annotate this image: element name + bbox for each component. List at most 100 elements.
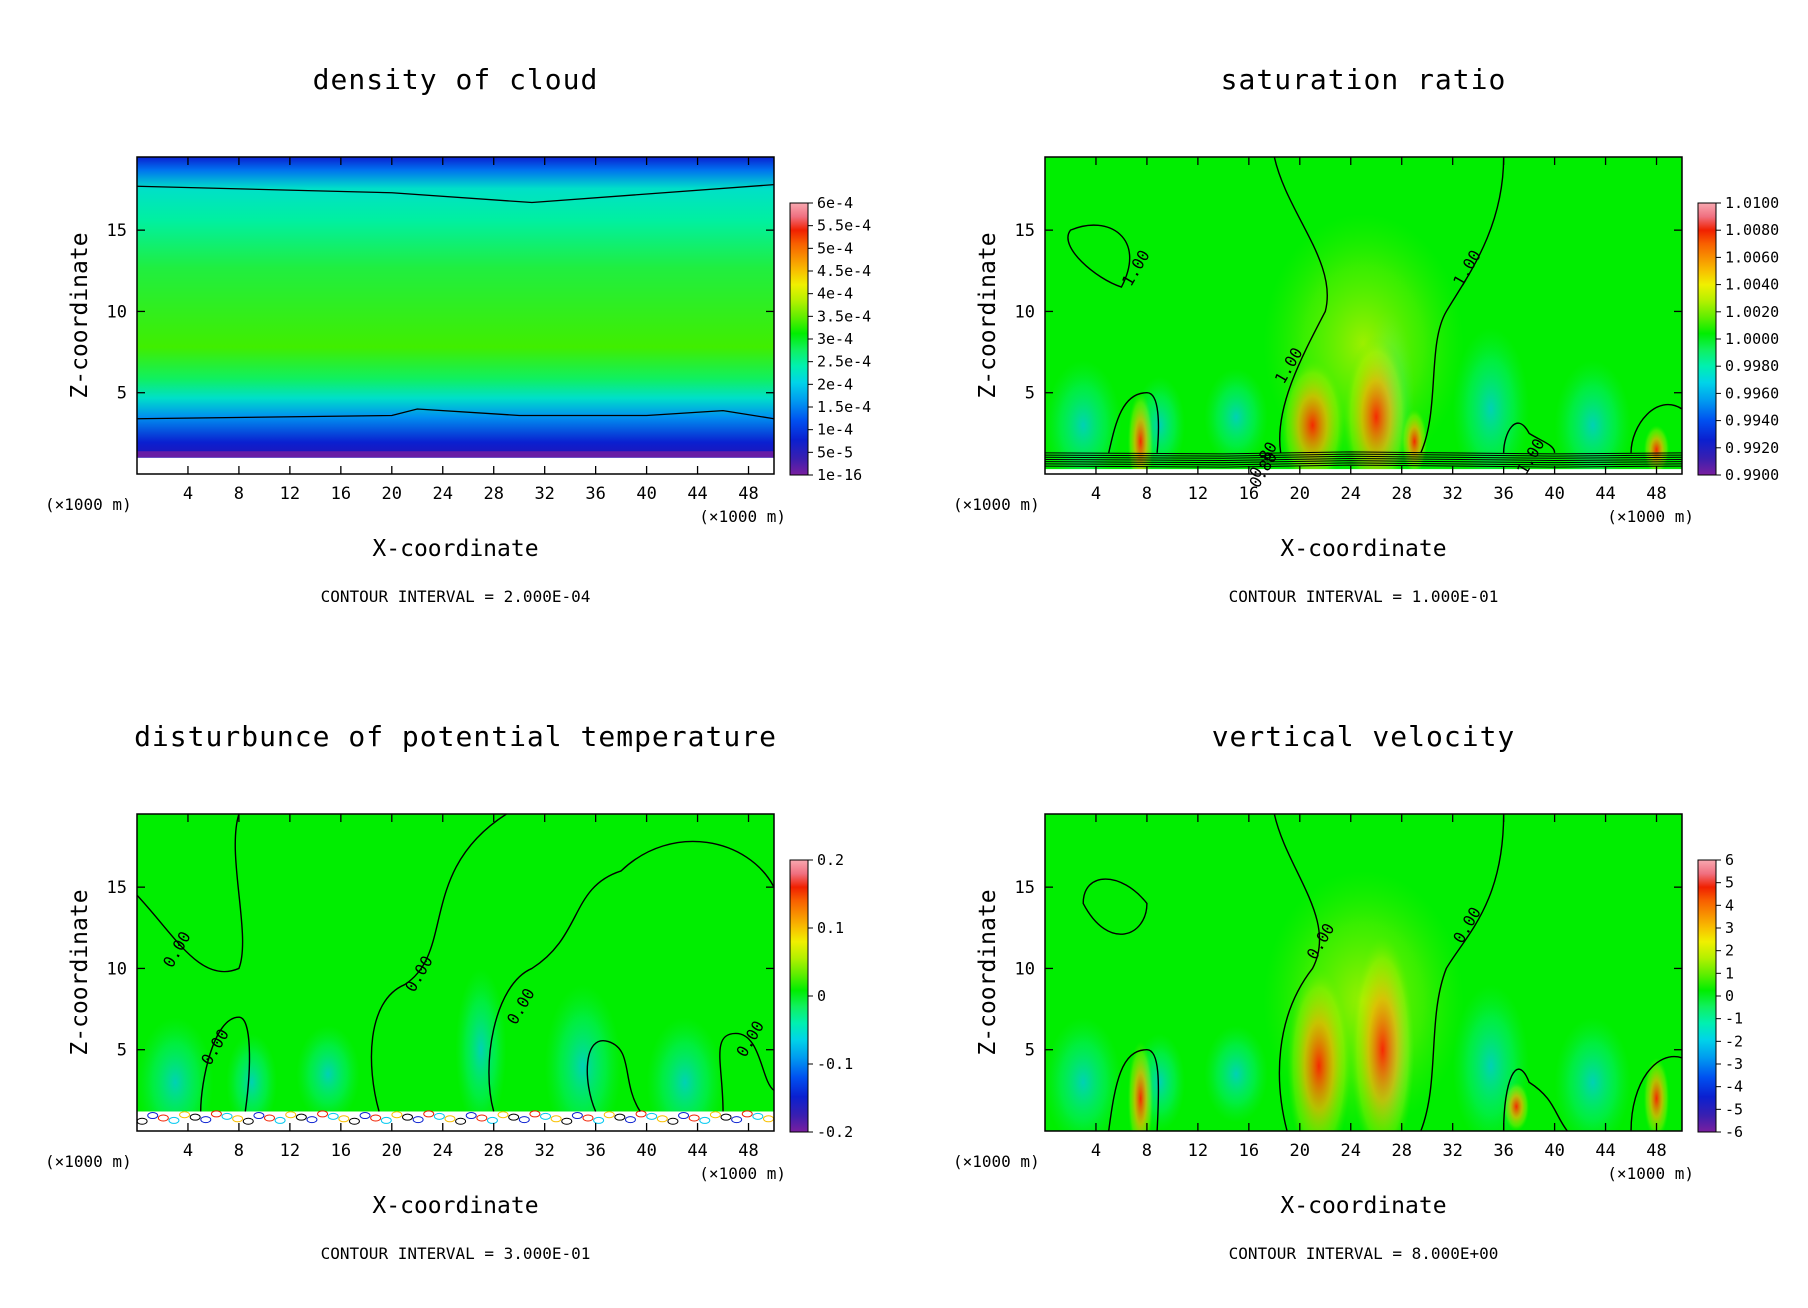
contour-line bbox=[1045, 451, 1682, 455]
contour-line bbox=[1420, 157, 1505, 454]
contour-line bbox=[1082, 878, 1148, 935]
colorbar-label: 4e-4 bbox=[817, 285, 853, 303]
no-data-band bbox=[137, 457, 774, 474]
noise-contour bbox=[433, 1112, 445, 1120]
noise-contour bbox=[614, 1113, 626, 1121]
noise-contour bbox=[242, 1117, 254, 1125]
x-tick-label: 20 bbox=[1290, 484, 1310, 504]
noise-contour bbox=[168, 1116, 180, 1124]
cool-patch bbox=[544, 984, 622, 1131]
colorbar bbox=[1697, 202, 1717, 476]
colorbar-label: 1.0060 bbox=[1725, 248, 1779, 266]
y-unit-label: (×1000 m) bbox=[45, 495, 132, 514]
noise-contour bbox=[295, 1113, 307, 1121]
noise-contour bbox=[540, 1112, 552, 1120]
noise-contour bbox=[508, 1113, 520, 1121]
contour-line bbox=[1045, 462, 1682, 466]
x-tick-label: 48 bbox=[738, 484, 758, 504]
colorbar-label: 0.9960 bbox=[1725, 384, 1779, 402]
y-tick-label: 15 bbox=[107, 221, 127, 241]
chart-title: density of cloud bbox=[313, 63, 599, 96]
colorbar-label: 4 bbox=[1725, 896, 1734, 914]
noise-contour bbox=[635, 1110, 647, 1118]
y-tick-label: 5 bbox=[117, 1041, 127, 1061]
colorbar-label: 5.5e-4 bbox=[817, 217, 871, 235]
cool-patch bbox=[646, 1017, 724, 1131]
contour-interval: CONTOUR INTERVAL = 2.000E-04 bbox=[321, 587, 591, 606]
noise-contour bbox=[423, 1110, 435, 1118]
contour-line bbox=[200, 1016, 251, 1112]
contour-line bbox=[1420, 814, 1505, 1131]
x-tick-label: 44 bbox=[687, 484, 707, 504]
noise-contour bbox=[741, 1110, 753, 1118]
noise-contour bbox=[582, 1114, 594, 1122]
y-tick-label: 5 bbox=[117, 384, 127, 404]
x-tick-label: 4 bbox=[1091, 484, 1101, 504]
x-tick-label: 12 bbox=[1188, 1141, 1208, 1161]
cool-patch bbox=[137, 1017, 214, 1131]
noise-contour bbox=[370, 1114, 382, 1122]
noise-contour bbox=[157, 1114, 169, 1122]
noise-contour bbox=[455, 1117, 467, 1125]
heatmap-field bbox=[137, 814, 774, 1131]
x-tick-label: 20 bbox=[1290, 1141, 1310, 1161]
x-tick-label: 24 bbox=[1341, 484, 1361, 504]
colorbar-label: 1 bbox=[1725, 964, 1734, 982]
y-axis-label: Z-coordinate bbox=[67, 232, 93, 398]
colorbar-label: 3e-4 bbox=[817, 330, 853, 348]
contour-line bbox=[1273, 814, 1321, 1131]
warm-patch bbox=[1280, 360, 1345, 474]
y-tick-label: 10 bbox=[1015, 302, 1035, 322]
x-tick-label: 24 bbox=[433, 484, 453, 504]
y-tick-label: 15 bbox=[1015, 221, 1035, 241]
cool-patch bbox=[455, 968, 507, 1131]
cool-patch bbox=[226, 1033, 278, 1131]
x-tick-label: 4 bbox=[1091, 1141, 1101, 1161]
colorbar-label: 0.2 bbox=[817, 851, 844, 869]
chart-title: saturation ratio bbox=[1221, 63, 1507, 96]
x-tick-label: 12 bbox=[1188, 484, 1208, 504]
x-tick-label: 28 bbox=[1391, 484, 1411, 504]
cool-patch bbox=[1204, 1025, 1268, 1123]
noise-contour bbox=[465, 1112, 477, 1120]
noise-contour bbox=[678, 1112, 690, 1120]
colorbar-label: -0.1 bbox=[817, 1055, 853, 1073]
y-unit-label: (×1000 m) bbox=[953, 495, 1040, 514]
x-axis-label: X-coordinate bbox=[372, 536, 538, 562]
y-axis-label: Z-coordinate bbox=[975, 232, 1001, 398]
x-tick-label: 32 bbox=[1442, 1141, 1462, 1161]
x-tick-label: 28 bbox=[483, 484, 503, 504]
contour-line bbox=[488, 840, 774, 1112]
noise-contour bbox=[699, 1116, 711, 1124]
colorbar-label: 0.9940 bbox=[1725, 412, 1779, 430]
colorbar-label: 1e-16 bbox=[817, 466, 862, 484]
heatmap-field bbox=[1045, 814, 1682, 1131]
contour-line bbox=[1108, 392, 1160, 454]
noise-contour bbox=[529, 1110, 541, 1118]
warm-patch bbox=[1503, 1082, 1530, 1131]
heatmap-field bbox=[1045, 157, 1682, 474]
colorbar-label: -0.2 bbox=[817, 1123, 853, 1141]
x-tick-label: 36 bbox=[1493, 1141, 1513, 1161]
warm-patch bbox=[1401, 408, 1428, 474]
x-unit-label: (×1000 m) bbox=[1607, 507, 1694, 526]
contour-line bbox=[137, 408, 774, 420]
x-tick-label: 24 bbox=[433, 1141, 453, 1161]
colorbar-label: 6 bbox=[1725, 851, 1734, 869]
noise-contour bbox=[348, 1117, 360, 1125]
y-tick-label: 10 bbox=[107, 959, 127, 979]
colorbar-label: 1.5e-4 bbox=[817, 398, 871, 416]
noise-contour bbox=[391, 1111, 403, 1119]
noise-contour bbox=[688, 1114, 700, 1122]
cool-patch bbox=[296, 1025, 360, 1123]
contour-line bbox=[1045, 453, 1682, 457]
y-unit-label: (×1000 m) bbox=[953, 1152, 1040, 1171]
y-tick-label: 5 bbox=[1025, 384, 1035, 404]
cool-patch bbox=[1045, 1017, 1122, 1131]
colorbar-label: -6 bbox=[1725, 1123, 1743, 1141]
colorbar-label: 0 bbox=[1725, 987, 1734, 1005]
noise-contour bbox=[667, 1117, 679, 1125]
colorbar-label: 1.0020 bbox=[1725, 303, 1779, 321]
plot-frame bbox=[136, 813, 775, 1132]
